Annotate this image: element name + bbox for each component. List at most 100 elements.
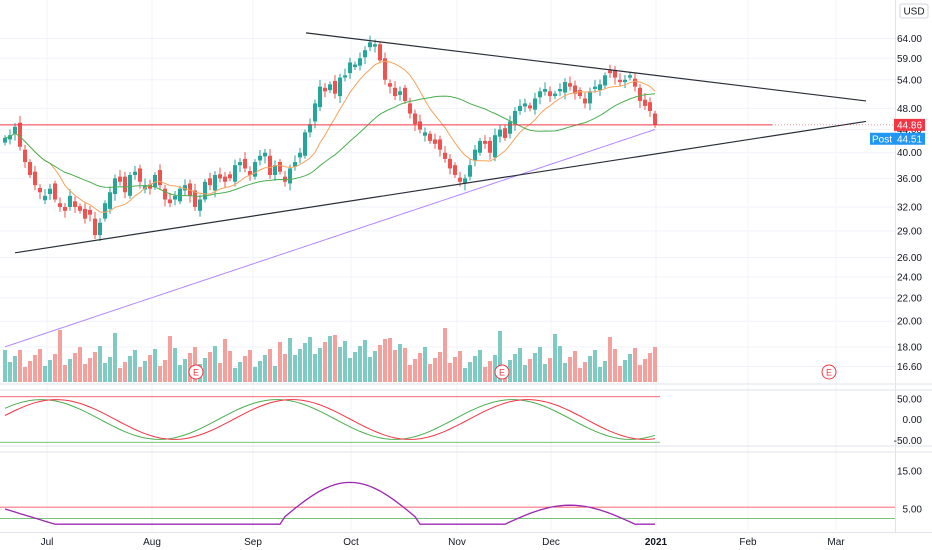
volume-bar (543, 364, 547, 382)
candle-body (288, 168, 292, 184)
currency-badge[interactable] (899, 3, 929, 19)
candle-body (398, 91, 402, 95)
volume-bar (633, 348, 637, 382)
candle-body (443, 152, 447, 159)
candle-body (478, 140, 482, 153)
volume-bar (373, 351, 377, 382)
candle-body (363, 50, 367, 58)
volume-bar (638, 365, 642, 382)
volume-bar (288, 338, 292, 382)
earnings-marker (821, 364, 837, 380)
volume-bar (398, 344, 402, 382)
candle-body (68, 195, 72, 207)
candle-body (243, 158, 247, 169)
candle-body (338, 77, 342, 97)
volume-bar (113, 333, 117, 382)
volume-bar (353, 352, 357, 382)
candle-body (613, 69, 617, 78)
volume-bar (548, 358, 552, 382)
price-panel[interactable] (3, 35, 657, 348)
candle-body (488, 140, 492, 153)
stoch-d-line (4, 399, 656, 440)
volume-bar (593, 350, 597, 382)
adx-panel (0, 481, 895, 525)
volume-bar (13, 356, 17, 382)
price-axis[interactable]: 64.0059.0054.0048.0044.0040.0036.0032.00… (894, 34, 923, 516)
adx-tick-label: 15.00 (897, 467, 922, 478)
volume-bar (478, 350, 482, 382)
volume-bar (578, 368, 582, 382)
volume-bar (273, 366, 277, 382)
candle-body (448, 158, 452, 169)
candle-body (328, 84, 332, 91)
osc-tick-label: 0.00 (903, 415, 923, 426)
trendlines[interactable] (0, 32, 895, 254)
volume-bar (203, 358, 207, 382)
candle-body (208, 178, 212, 186)
candle-body (148, 184, 152, 189)
volume-bar (283, 354, 287, 382)
adx-line (4, 481, 655, 525)
candle-body (553, 93, 557, 97)
price-tick-label: 18.00 (897, 342, 922, 353)
candle-body (183, 185, 187, 191)
volume-bar (148, 355, 152, 382)
volume-bar (278, 342, 282, 382)
price-tick-label: 64.00 (897, 34, 922, 45)
stochastic-panel (0, 396, 660, 443)
volume-bar (143, 361, 147, 382)
candle-body (303, 132, 307, 156)
volume-bar (423, 347, 427, 382)
candle-body (638, 87, 642, 101)
volume-bar (118, 368, 122, 382)
candle-body (593, 86, 597, 89)
candle-body (343, 75, 347, 78)
volume-bar (133, 350, 137, 382)
volume-bar (383, 339, 387, 382)
volume-bar (323, 342, 327, 382)
candle-body (413, 113, 417, 125)
candle-body (468, 165, 472, 177)
price-tick-label: 54.00 (897, 75, 922, 86)
earnings-marker (494, 364, 510, 380)
candle-body (58, 203, 62, 207)
candle-body (88, 210, 92, 215)
volume-bar (483, 367, 487, 382)
price-tick-label: 40.00 (897, 148, 922, 159)
time-tick-label: Jul (41, 537, 54, 548)
candle-body (653, 113, 657, 125)
volume-bar (563, 363, 567, 382)
volume-bar (43, 366, 47, 382)
candle-body (298, 152, 302, 158)
candle-body (643, 99, 647, 106)
candle-body (533, 98, 537, 110)
volume-bar (128, 356, 132, 382)
volume-bar (193, 347, 197, 382)
price-tick-label: 20.00 (897, 317, 922, 328)
volume-bar (213, 346, 217, 382)
price-tick-label: 29.00 (897, 226, 922, 237)
candle-body (113, 178, 117, 195)
candle-body (503, 128, 507, 139)
volume-bar (538, 347, 542, 382)
candle-body (353, 64, 357, 68)
volume-bar (318, 348, 322, 382)
currency-label: USD (903, 7, 924, 18)
volume-bar (488, 361, 492, 382)
candle-body (98, 222, 102, 236)
volume-bar (168, 336, 172, 382)
time-tick-label: Oct (343, 537, 359, 548)
time-axis[interactable]: Jul Aug Sep Oct Nov Dec 2021 Feb Mar (41, 537, 846, 548)
volume-bar (608, 337, 612, 382)
volume-bar (418, 353, 422, 382)
volume-bar (613, 349, 617, 382)
earnings-marker (188, 364, 204, 380)
candle-body (238, 162, 242, 166)
volume-bar (588, 356, 592, 382)
volume-bar (3, 350, 7, 382)
candle-body (458, 177, 462, 182)
candle-body (163, 188, 167, 200)
candle-body (263, 152, 267, 157)
volume-bar (573, 351, 577, 382)
